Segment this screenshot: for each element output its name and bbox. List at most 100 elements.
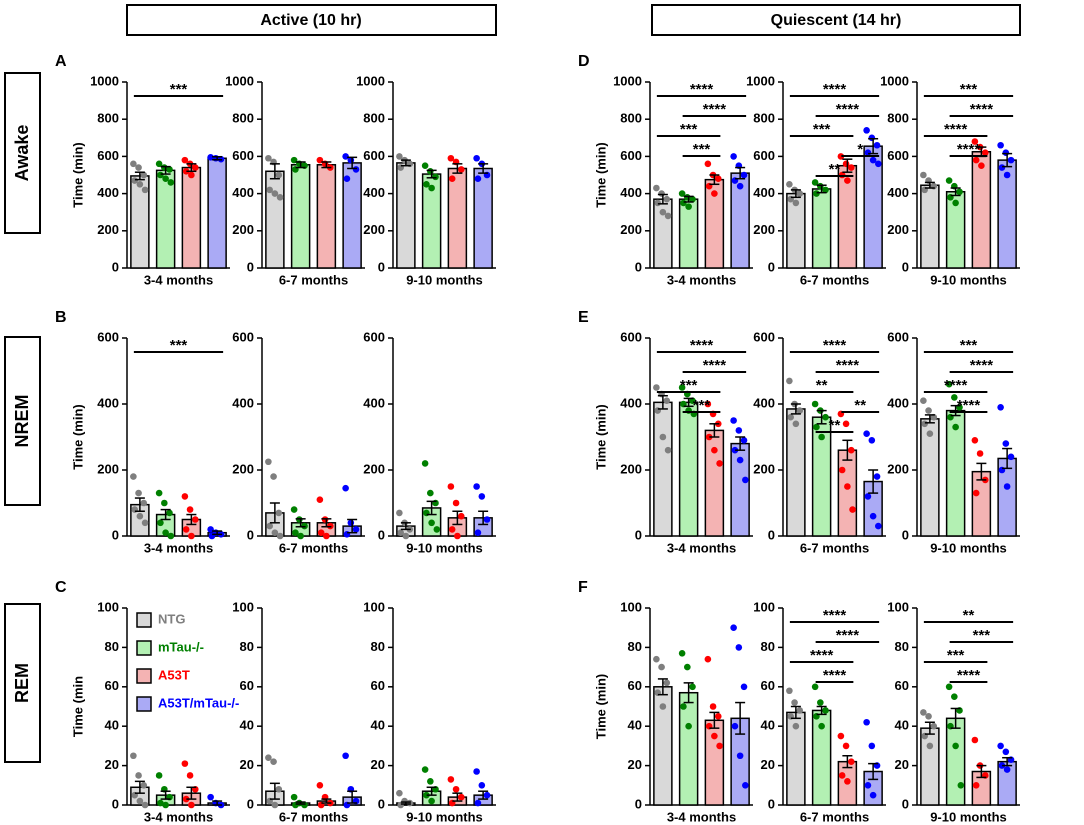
significance-label: ****	[810, 647, 834, 664]
row-box	[4, 336, 41, 506]
panel-letter: D	[578, 53, 590, 70]
y-tick-label: 0	[768, 796, 775, 811]
significance-label: ****	[823, 607, 847, 624]
data-point	[813, 190, 820, 197]
panel-letter: A	[55, 53, 67, 70]
data-point	[448, 175, 456, 183]
data-point	[792, 722, 800, 730]
data-point	[704, 160, 712, 168]
data-point	[817, 699, 824, 706]
data-point	[140, 171, 148, 179]
data-point	[736, 182, 744, 190]
x-axis-label: 3-4 months	[144, 272, 213, 287]
data-point	[873, 141, 881, 149]
data-point	[838, 772, 846, 779]
data-point	[155, 772, 163, 779]
y-tick-label: 0	[902, 259, 909, 274]
data-point	[447, 154, 455, 162]
data-point	[659, 703, 667, 710]
y-axis-label: Time (min)	[593, 142, 608, 208]
data-point	[452, 785, 460, 793]
column-box	[126, 4, 497, 36]
data-point	[483, 791, 491, 799]
data-point	[292, 529, 299, 536]
y-tick-label: 400	[887, 185, 909, 200]
y-tick-label: 200	[753, 222, 775, 237]
data-point	[396, 789, 403, 797]
data-point	[457, 166, 465, 173]
data-point	[786, 377, 793, 385]
y-tick-label: 1000	[746, 73, 775, 88]
data-point	[997, 404, 1004, 411]
x-axis-label: 6-7 months	[800, 809, 869, 824]
data-point	[316, 496, 324, 504]
significance-label: ***	[680, 377, 698, 394]
data-point	[166, 166, 173, 173]
data-point	[714, 175, 722, 183]
y-tick-label: 1000	[90, 73, 119, 88]
significance-label: ****	[957, 397, 981, 414]
data-point	[140, 499, 148, 507]
y-tick-label: 0	[247, 527, 254, 542]
data-point	[847, 164, 855, 171]
y-tick-label: 1000	[356, 73, 385, 88]
significance-label: ****	[957, 141, 981, 158]
data-point	[271, 190, 279, 197]
data-point	[981, 149, 989, 156]
data-point	[705, 433, 713, 441]
data-point	[659, 433, 667, 441]
data-point	[714, 713, 722, 720]
panel-letter: C	[55, 579, 67, 596]
significance-label: ****	[690, 81, 714, 98]
data-point	[813, 423, 820, 431]
data-point	[162, 175, 169, 183]
data-point	[483, 516, 491, 523]
data-point	[658, 663, 665, 671]
data-point	[796, 707, 804, 714]
y-tick-label: 0	[378, 527, 385, 542]
y-tick-label: 600	[887, 148, 909, 163]
data-point	[971, 736, 979, 744]
data-point	[998, 164, 1006, 171]
data-point	[421, 162, 429, 169]
data-point	[709, 703, 717, 710]
significance-label: ***	[973, 627, 991, 644]
y-tick-label: 20	[371, 757, 385, 772]
data-point	[837, 732, 845, 740]
significance-label: **	[963, 607, 975, 624]
data-point	[978, 162, 985, 169]
data-point	[276, 532, 284, 540]
data-point	[428, 519, 435, 527]
y-tick-label: 800	[753, 111, 775, 126]
y-tick-label: 60	[105, 678, 119, 693]
x-axis-label: 6-7 months	[279, 540, 348, 555]
y-tick-label: 400	[363, 395, 385, 410]
y-tick-label: 200	[232, 222, 254, 237]
x-axis-label: 6-7 months	[279, 272, 348, 287]
row-box	[4, 603, 41, 763]
significance-label: ***	[813, 121, 831, 138]
data-point	[818, 433, 825, 441]
data-point	[920, 171, 927, 179]
data-point	[136, 512, 144, 520]
data-point	[423, 181, 430, 188]
y-tick-label: 600	[887, 329, 909, 344]
data-point	[427, 778, 434, 785]
y-tick-label: 40	[761, 718, 775, 733]
y-tick-label: 600	[232, 148, 254, 163]
y-tick-label: 0	[635, 796, 642, 811]
significance-label: ****	[957, 667, 981, 684]
data-point	[188, 171, 195, 179]
data-point	[454, 532, 461, 540]
data-point	[396, 153, 403, 160]
y-axis-label: Time (min)	[70, 404, 85, 470]
x-axis-label: 3-4 months	[667, 809, 736, 824]
data-point	[796, 190, 804, 197]
legend-swatch	[136, 696, 152, 712]
x-axis-label: 9-10 months	[930, 272, 1007, 287]
y-tick-label: 80	[628, 639, 642, 654]
data-point	[141, 519, 149, 527]
bar	[971, 151, 992, 269]
legend-swatch	[136, 612, 152, 628]
y-tick-label: 20	[105, 757, 119, 772]
